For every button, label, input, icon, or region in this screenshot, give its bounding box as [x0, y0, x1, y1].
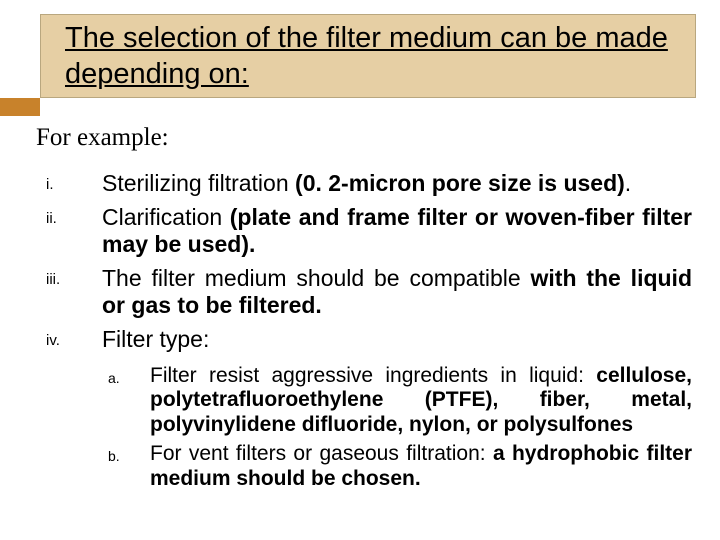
page-title: The selection of the filter medium can b… — [65, 20, 675, 93]
accent-bar — [0, 98, 40, 116]
content-area: For example: i. Sterilizing filtration (… — [36, 124, 692, 495]
roman-list: i. Sterilizing filtration (0. 2-micron p… — [46, 170, 692, 354]
alpha-marker: a. — [108, 364, 150, 438]
roman-marker: i. — [46, 170, 102, 198]
list-item: a. Filter resist aggressive ingredients … — [108, 364, 692, 438]
list-item: ii. Clarification (plate and frame filte… — [46, 204, 692, 259]
roman-text: Clarification (plate and frame filter or… — [102, 204, 692, 259]
alpha-text: Filter resist aggressive ingredients in … — [150, 364, 692, 438]
alpha-marker: b. — [108, 442, 150, 492]
roman-marker: ii. — [46, 204, 102, 259]
list-item: iii. The filter medium should be compati… — [46, 265, 692, 320]
header-band: The selection of the filter medium can b… — [40, 14, 696, 98]
list-item: iv. Filter type: — [46, 326, 692, 354]
roman-text: The filter medium should be compatible w… — [102, 265, 692, 320]
roman-marker: iii. — [46, 265, 102, 320]
list-item: b. For vent filters or gaseous filtratio… — [108, 442, 692, 492]
list-item: i. Sterilizing filtration (0. 2-micron p… — [46, 170, 692, 198]
roman-marker: iv. — [46, 326, 102, 354]
alpha-text: For vent filters or gaseous filtration: … — [150, 442, 692, 492]
alpha-list: a. Filter resist aggressive ingredients … — [108, 364, 692, 492]
roman-text: Sterilizing filtration (0. 2-micron pore… — [102, 170, 692, 198]
roman-text: Filter type: — [102, 326, 692, 354]
example-label: For example: — [36, 124, 692, 152]
